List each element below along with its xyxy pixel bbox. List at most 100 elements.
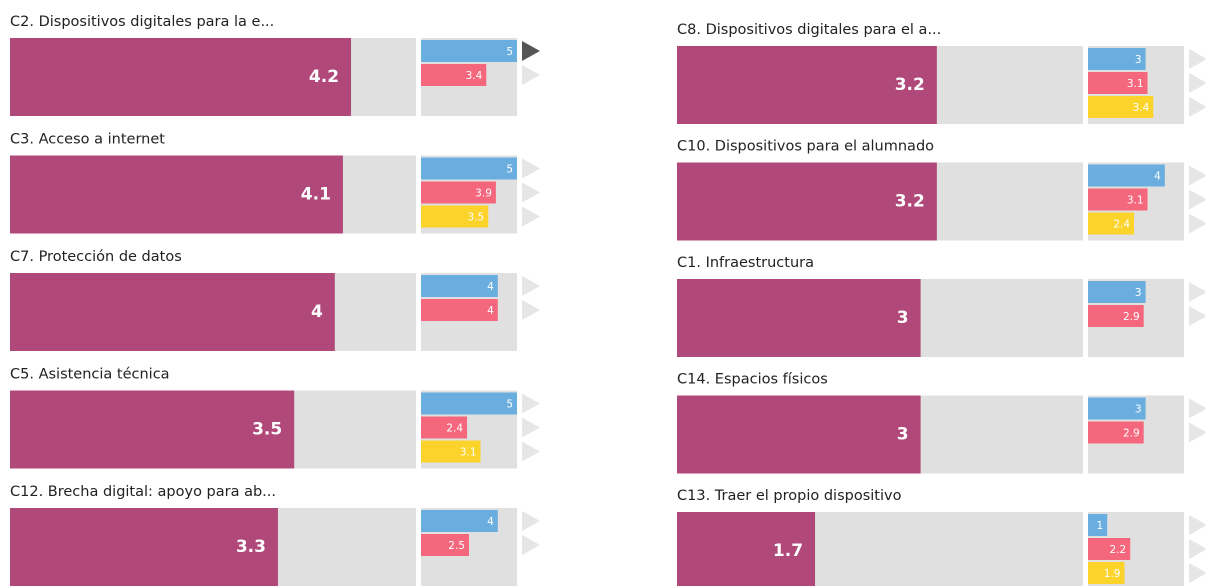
sub-bar — [1088, 96, 1154, 118]
sub-value: 4 — [1154, 171, 1161, 183]
sub-value: 2.9 — [1123, 311, 1140, 323]
sub-bar — [421, 205, 489, 228]
panel-title: C7. Protección de datos — [10, 249, 182, 265]
main-value: 3.2 — [895, 192, 925, 212]
sub-value: 3.1 — [460, 447, 477, 459]
sub-value: 3.5 — [467, 212, 484, 224]
main-bar — [677, 46, 937, 124]
sub-bar — [421, 534, 469, 556]
sub-value: 3.9 — [475, 188, 492, 200]
sub-value: 2.9 — [1123, 428, 1140, 440]
expand-arrow[interactable] — [1189, 282, 1205, 302]
sub-value: 5 — [506, 164, 513, 176]
panel-title: C1. Infraestructura — [677, 255, 814, 271]
sub-bar — [1088, 562, 1125, 584]
main-value: 3 — [897, 425, 909, 445]
expand-arrow[interactable] — [522, 158, 540, 179]
sub-value: 2.4 — [1113, 219, 1130, 231]
expand-arrow[interactable] — [522, 417, 540, 438]
expand-arrow[interactable] — [522, 535, 540, 555]
sub-bar — [1088, 188, 1148, 211]
sub-bar — [1088, 281, 1146, 303]
sub-bar — [421, 181, 496, 204]
sub-value: 3.1 — [1127, 195, 1144, 207]
main-bar — [10, 155, 343, 234]
main-bar — [10, 38, 352, 116]
sub-bar — [421, 40, 517, 62]
panel-title: C13. Traer el propio dispositivo — [677, 488, 902, 504]
expand-arrow[interactable] — [522, 65, 540, 85]
panel-title: C8. Dispositivos digitales para el a... — [677, 22, 941, 38]
expand-arrow[interactable] — [522, 511, 540, 531]
expand-arrow[interactable] — [1189, 422, 1205, 443]
expand-arrow[interactable] — [522, 206, 540, 227]
sub-value: 2.2 — [1110, 544, 1127, 556]
sub-value: 4 — [487, 516, 494, 528]
sub-value: 5 — [506, 399, 513, 411]
panel-title: C5. Asistencia técnica — [10, 367, 170, 383]
main-value: 4 — [311, 302, 323, 322]
expand-arrow[interactable] — [1189, 213, 1205, 234]
sub-bar — [421, 392, 517, 415]
sub-value: 5 — [506, 46, 513, 58]
panel-title: C10. Dispositivos para el alumnado — [677, 139, 934, 155]
main-value: 3.2 — [895, 75, 925, 95]
main-value: 3.5 — [252, 420, 282, 440]
sub-bar — [1088, 48, 1146, 70]
main-bar — [10, 390, 295, 469]
sub-bar — [1088, 212, 1135, 235]
expand-arrow[interactable] — [522, 300, 540, 320]
main-bar — [10, 508, 278, 586]
sub-bar — [1088, 397, 1146, 420]
sub-bar — [421, 510, 498, 532]
sub-bar — [1088, 72, 1148, 94]
expand-arrow[interactable] — [522, 182, 540, 203]
sub-value: 4 — [487, 305, 494, 317]
expand-arrow[interactable] — [1189, 97, 1205, 117]
sub-value: 3 — [1135, 54, 1142, 66]
main-bar — [677, 162, 937, 241]
main-bar — [677, 512, 816, 586]
expand-arrow[interactable] — [522, 441, 540, 462]
expand-arrow[interactable] — [522, 393, 540, 414]
expand-arrow[interactable] — [1189, 73, 1205, 93]
sub-bar — [1088, 514, 1108, 536]
main-value: 3 — [897, 308, 909, 328]
sub-value: 1.9 — [1104, 568, 1121, 580]
sub-value: 1 — [1097, 520, 1104, 532]
sub-bar — [421, 64, 487, 86]
sub-bar — [1088, 421, 1144, 444]
expand-arrow[interactable] — [1189, 165, 1205, 186]
main-bar — [10, 273, 335, 351]
sub-value: 3.4 — [466, 70, 483, 82]
main-value: 1.7 — [773, 541, 803, 561]
panel-title: C2. Dispositivos digitales para la e... — [10, 14, 274, 30]
sub-value: 3 — [1135, 287, 1142, 299]
expand-arrow[interactable] — [1189, 398, 1205, 419]
expand-arrow[interactable] — [1189, 563, 1205, 583]
main-value: 4.1 — [301, 185, 331, 205]
main-value: 4.2 — [309, 67, 339, 87]
sub-bar — [1088, 305, 1144, 327]
sub-bar — [421, 416, 468, 439]
sub-value: 4 — [487, 281, 494, 293]
panel-title: C14. Espacios físicos — [677, 372, 828, 388]
expand-arrow[interactable] — [1189, 539, 1205, 559]
sub-bar — [421, 299, 498, 321]
expand-arrow[interactable] — [1189, 306, 1205, 326]
main-bar — [677, 279, 921, 357]
expand-arrow[interactable] — [1189, 49, 1205, 69]
expand-arrow[interactable] — [522, 276, 540, 296]
expand-arrow[interactable] — [1189, 189, 1205, 210]
sub-value: 3.4 — [1133, 102, 1150, 114]
sub-value: 2.5 — [448, 540, 465, 552]
panel-title: C12. Brecha digital: apoyo para ab... — [10, 484, 276, 500]
sub-bar — [1088, 164, 1165, 187]
expand-arrow[interactable] — [522, 41, 540, 61]
main-value: 3.3 — [236, 537, 266, 557]
expand-arrow[interactable] — [1189, 515, 1205, 535]
sub-value: 3 — [1135, 404, 1142, 416]
sub-value: 2.4 — [446, 423, 463, 435]
main-bar — [677, 395, 921, 474]
